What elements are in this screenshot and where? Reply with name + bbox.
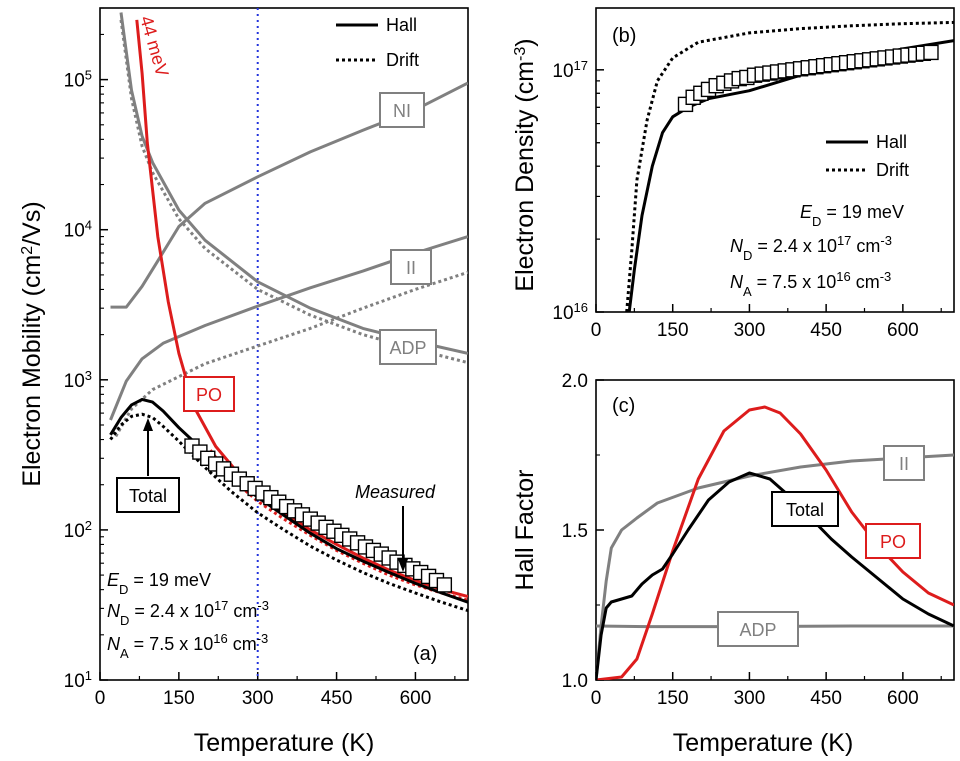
panel-a-xtick-label: 150 xyxy=(163,688,195,709)
panel-a-series-ii-hall xyxy=(109,235,468,421)
measured-label: Measured xyxy=(355,482,436,502)
panel-a-series-adp-drift xyxy=(119,19,468,365)
label-total: Total xyxy=(116,477,180,513)
panel-c-series-ii xyxy=(596,453,954,680)
svg-text:ADP: ADP xyxy=(739,620,776,640)
label-c-ii: II xyxy=(883,445,925,481)
panel-b-ytick-label: 1017 xyxy=(552,57,588,82)
param-a-na: NA = 7.5 x 1016 cm-3 xyxy=(107,631,268,661)
label-po: PO xyxy=(183,376,235,412)
param-a-ed: ED = 19 meV xyxy=(107,570,211,597)
panel-b-ytick-label: 1016 xyxy=(552,300,588,325)
panel-c-xtick-label: 600 xyxy=(887,688,919,709)
svg-text:II: II xyxy=(899,454,909,474)
panel-a-xtick-label: 600 xyxy=(400,688,432,709)
label-c-po: PO xyxy=(865,523,921,559)
total-arrow xyxy=(143,418,153,476)
svg-text:Total: Total xyxy=(129,486,167,506)
label-adp: ADP xyxy=(379,329,437,365)
panel-c-ylabel: Hall Factor xyxy=(511,470,539,591)
param-b-nd: ND = 2.4 x 1017 cm-3 xyxy=(730,233,892,263)
panel-c-xtick-label: 300 xyxy=(734,688,766,709)
panel-b-label: (b) xyxy=(612,25,636,47)
panel-a-xtick-label: 450 xyxy=(321,688,353,709)
panel-c-xtick-label: 0 xyxy=(591,688,602,709)
panel-a-ytick-label: 104 xyxy=(64,217,92,242)
panel-b-xtick-label: 450 xyxy=(810,320,842,341)
markers-layer xyxy=(184,44,939,593)
svg-text:PO: PO xyxy=(196,385,222,405)
panel-c-label: (c) xyxy=(612,395,635,417)
panel-c-ytick-label: 2.0 xyxy=(562,371,588,392)
panel-a-ytick-label: 102 xyxy=(64,517,92,542)
label-c-total: Total xyxy=(771,491,839,527)
panel-b-frame xyxy=(595,7,955,313)
legend-a-hall-label: Hall xyxy=(386,15,417,35)
svg-text:PO: PO xyxy=(880,532,906,552)
panel-b-xtick-label: 0 xyxy=(591,320,602,341)
panel-a-xtick-label: 300 xyxy=(242,688,274,709)
measured-arrow xyxy=(398,506,408,572)
label-c-adp: ADP xyxy=(717,611,799,647)
panel-b-xtick-label: 150 xyxy=(657,320,689,341)
label-ii: II xyxy=(390,249,432,285)
panel-a-xlabel: Temperature (K) xyxy=(194,729,375,757)
legend-a-drift-label: Drift xyxy=(386,50,419,70)
legend-b-hall-label: Hall xyxy=(876,132,907,152)
param-b-ed: ED = 19 meV xyxy=(800,202,904,229)
ticks-layer: 0 150 300 450 600 101 102 103 104 105 0 150 300 450 60… xyxy=(64,7,942,709)
panel-c-series-total xyxy=(596,471,954,680)
panel-a-frame xyxy=(99,7,469,681)
panel-c-xtick-label: 450 xyxy=(810,688,842,709)
param-b-na: NA = 7.5 x 1016 cm-3 xyxy=(730,269,891,299)
svg-text:II: II xyxy=(406,258,416,278)
panel-b-series-drift xyxy=(625,20,954,312)
panel-a-xtick-label: 0 xyxy=(95,688,106,709)
svg-text:ADP: ADP xyxy=(389,338,426,358)
panel-a-measured-point xyxy=(436,577,453,593)
panel-a-ytick-label: 103 xyxy=(64,367,92,392)
panel-a-label: (a) xyxy=(413,643,437,665)
svg-text:NI: NI xyxy=(393,101,411,121)
label-ni: NI xyxy=(379,92,425,128)
panel-b-xtick-label: 600 xyxy=(887,320,919,341)
panel-b-ylabel: Electron Density (cm-3) xyxy=(511,38,539,291)
panel-a-ytick-label: 105 xyxy=(64,67,92,92)
param-a-nd: ND = 2.4 x 1017 cm-3 xyxy=(107,598,269,628)
panel-b-measured-point xyxy=(923,44,939,61)
panel-c-xtick-label: 150 xyxy=(657,688,689,709)
panel-a-ytick-label: 101 xyxy=(64,668,92,693)
legend-b-drift-label: Drift xyxy=(876,160,909,180)
panel-a-series-ii-drift xyxy=(114,270,468,438)
svg-text:Total: Total xyxy=(786,500,824,520)
panel-c-ytick-label: 1.5 xyxy=(562,521,588,542)
panel-a-ylabel: Electron Mobility (cm2/Vs) xyxy=(18,201,46,486)
panel-c-xlabel: Temperature (K) xyxy=(673,729,854,757)
panel-c-ytick-label: 1.0 xyxy=(562,671,588,692)
panel-b-xtick-label: 300 xyxy=(734,320,766,341)
panel-a-series-total-drift xyxy=(109,412,468,613)
